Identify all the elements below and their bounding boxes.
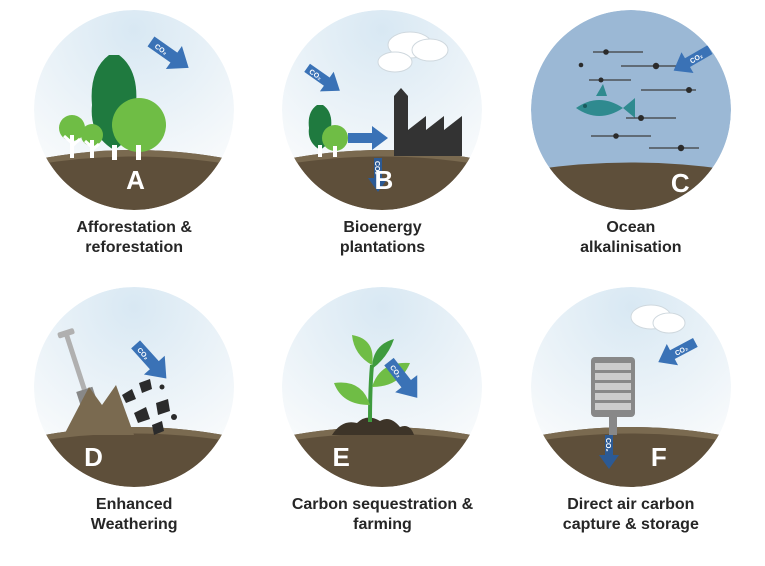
- cell-afforestation: CO₂ A Afforestation &reforestation: [20, 10, 248, 279]
- cell-dac: CO₂ CO₂ F Direct air carboncapture & sto…: [517, 287, 745, 556]
- label-e: Carbon sequestration &farming: [292, 495, 473, 535]
- circle-c: CO₂ C: [531, 10, 731, 210]
- cell-sequestration: CO₂ E Carbon sequestration &farming: [268, 287, 496, 556]
- circle-d: CO₂ D: [34, 287, 234, 487]
- label-f: Direct air carboncapture & storage: [563, 495, 699, 535]
- label-d: EnhancedWeathering: [91, 495, 178, 535]
- circle-b: CO₂ CO₂ B: [282, 10, 482, 210]
- cell-weathering: CO₂ D EnhancedWeathering: [20, 287, 248, 556]
- cell-bioenergy: CO₂ CO₂ B Bioenergyplantations: [268, 10, 496, 279]
- letter-a: A: [126, 165, 145, 196]
- infographic-grid: CO₂ A Afforestation &reforestation: [20, 10, 745, 556]
- label-b: Bioenergyplantations: [340, 218, 425, 258]
- letter-e: E: [332, 442, 349, 473]
- letter-f: F: [651, 442, 667, 473]
- svg-text:CO₂: CO₂: [604, 438, 611, 452]
- label-c: Oceanalkalinisation: [580, 218, 681, 258]
- circle-f: CO₂ CO₂ F: [531, 287, 731, 487]
- letter-d: D: [84, 442, 103, 473]
- circle-e: CO₂ E: [282, 287, 482, 487]
- cell-ocean: CO₂ C Oceanalkalinisation: [517, 10, 745, 279]
- letter-c: C: [671, 168, 690, 199]
- label-a: Afforestation &reforestation: [76, 218, 192, 258]
- circle-a: CO₂ A: [34, 10, 234, 210]
- letter-b: B: [374, 165, 393, 196]
